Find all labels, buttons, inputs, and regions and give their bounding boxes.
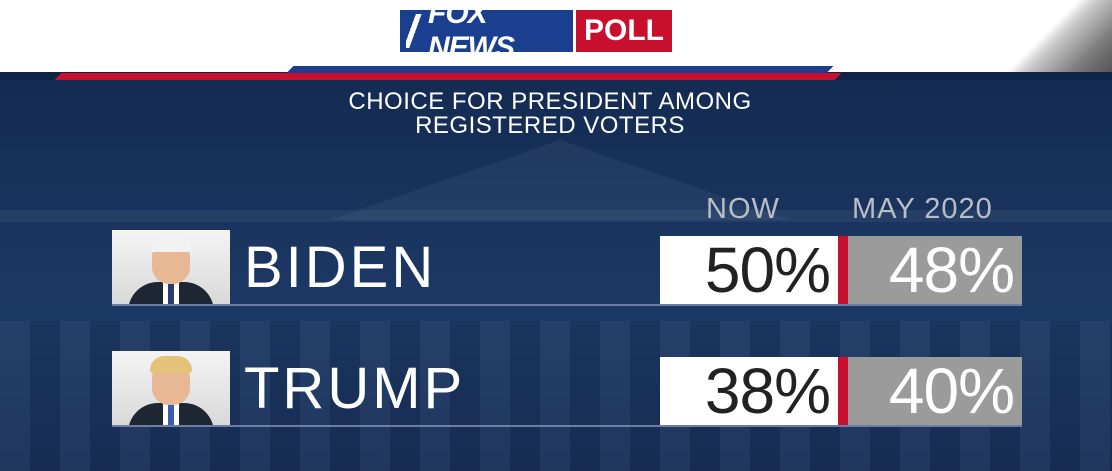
- candidate-row-biden: BIDEN 50% 48%: [112, 230, 1022, 306]
- chart-title: CHOICE FOR PRESIDENT AMONG REGISTERED VO…: [300, 90, 800, 138]
- photo-tie: [168, 284, 174, 304]
- red-stripe: [54, 73, 842, 80]
- column-header-now: NOW: [706, 193, 780, 225]
- photo-hair: [150, 235, 192, 252]
- value-may-2020: 40%: [848, 355, 1022, 427]
- column-header-may-2020: MAY 2020: [852, 193, 993, 225]
- background-pediment: [330, 140, 790, 220]
- chart-title-line-1: CHOICE FOR PRESIDENT AMONG: [348, 88, 752, 115]
- row-underline: [112, 304, 1022, 306]
- divider-bar: [838, 236, 848, 304]
- logo-slash-icon: [406, 14, 422, 48]
- candidate-row-trump: TRUMP 38% 40%: [112, 351, 1022, 427]
- photo-hair: [150, 356, 192, 373]
- biden-photo: [112, 230, 230, 304]
- value-now: 38%: [660, 355, 838, 427]
- logo-poll: POLL: [573, 10, 672, 52]
- chart-title-line-2: REGISTERED VOTERS: [415, 112, 685, 139]
- divider-bar: [838, 357, 848, 425]
- background-cornice: [0, 210, 1112, 222]
- fox-news-poll-logo: FOX NEWS POLL: [400, 0, 672, 64]
- candidate-name: TRUMP: [244, 356, 466, 421]
- photo-tie: [168, 405, 174, 425]
- row-underline: [112, 425, 1022, 427]
- top-banner-corner: [992, 0, 1112, 72]
- logo-fox-text: FOX NEWS: [428, 0, 515, 64]
- logo-fox-news: FOX NEWS: [400, 0, 573, 64]
- value-now: 50%: [660, 234, 838, 306]
- blue-stripe: [286, 66, 834, 73]
- candidate-name: BIDEN: [244, 235, 437, 300]
- value-may-2020: 48%: [848, 234, 1022, 306]
- trump-photo: [112, 351, 230, 425]
